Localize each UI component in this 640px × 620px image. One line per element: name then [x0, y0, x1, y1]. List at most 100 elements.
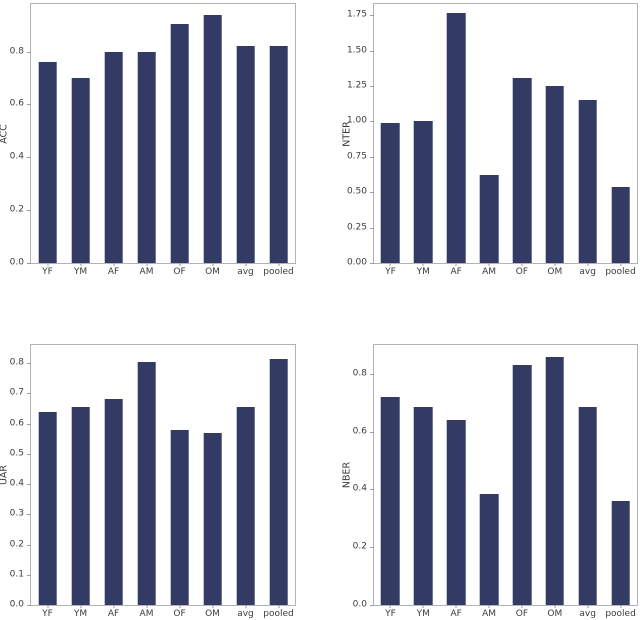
x-tick-mark: [146, 605, 147, 608]
y-tick-label: 0.50: [346, 186, 367, 197]
y-tick-label: 0.5: [9, 448, 24, 459]
bar-YF: [38, 411, 57, 605]
x-tick-label-YF: YF: [42, 609, 53, 619]
x-tick-label-YM: YM: [73, 267, 88, 277]
x-tick-label-avg: avg: [579, 609, 596, 619]
x-tick-label-YM: YM: [73, 609, 88, 619]
y-tick-mark: [27, 514, 31, 516]
x-tick-label-OF: OF: [173, 609, 186, 619]
x-tick-mark: [278, 605, 279, 608]
y-tick-mark: [370, 547, 374, 549]
y-tick-mark: [370, 15, 374, 17]
y-tick-label: 1.75: [346, 9, 367, 20]
x-tick-label-YF: YF: [42, 267, 53, 277]
x-tick-label-OF: OF: [515, 267, 529, 277]
x-tick-mark: [47, 605, 48, 608]
x-tick-mark: [245, 263, 246, 266]
x-tick-mark: [587, 605, 589, 608]
x-tick-mark: [47, 263, 48, 266]
x-tick-label-AF: AF: [450, 267, 462, 277]
x-tick-mark: [620, 605, 622, 608]
x-tick-label-OF: OF: [515, 609, 529, 619]
y-tick-label: 0.25: [346, 222, 367, 233]
y-tick-label: 0.2: [9, 539, 24, 550]
bar-OF: [512, 365, 532, 605]
y-tick-mark: [27, 574, 31, 576]
y-tick-label: 0.0: [9, 257, 24, 268]
x-tick-mark: [278, 263, 279, 266]
bar-avg: [578, 407, 597, 605]
y-tick-label: 1.00: [346, 115, 367, 126]
x-tick-mark: [422, 263, 424, 266]
x-tick-label-AF: AF: [107, 609, 120, 619]
y-tick-mark: [370, 50, 374, 52]
x-tick-mark: [179, 263, 180, 266]
bar-AM: [137, 361, 156, 605]
y-tick-mark: [370, 605, 374, 606]
bar-AM: [479, 175, 499, 263]
y-tick-mark: [370, 227, 374, 229]
x-tick-mark: [389, 605, 391, 608]
x-tick-mark: [146, 263, 147, 266]
subplot-acc: ACC 0.0 0.2 0.4 0.6 0.8 YF YM AF AM OF OM avg pooled: [0, 3, 296, 277]
y-tick-label: 1.50: [346, 45, 367, 56]
y-tick-label: 0.8: [9, 46, 24, 57]
y-tick-mark: [27, 393, 31, 395]
x-tick-label-OF: OF: [173, 267, 186, 277]
x-tick-mark: [212, 605, 213, 608]
bar-avg: [578, 99, 597, 263]
bar-YF: [381, 397, 400, 605]
bar-OF: [512, 77, 532, 263]
y-tick-mark: [27, 544, 31, 546]
x-tick-label-YF: YF: [385, 267, 396, 277]
bar-YM: [414, 407, 433, 605]
y-axis-label-nber: NBER: [341, 461, 353, 489]
y-tick-mark: [27, 423, 31, 425]
x-tick-mark: [179, 605, 180, 608]
x-tick-mark: [113, 605, 114, 608]
bar-OM: [203, 14, 222, 263]
bar-OM: [203, 432, 222, 605]
y-tick-label: 0.2: [9, 204, 24, 215]
x-tick-label-avg: avg: [237, 267, 254, 277]
x-tick-mark: [521, 605, 523, 608]
y-tick-mark: [370, 373, 374, 375]
y-tick-label: 0.0: [9, 599, 24, 610]
x-tick-mark: [422, 605, 424, 608]
x-tick-mark: [620, 263, 622, 266]
subplot-nber: NBER 0.0 0.2 0.4 0.6 0.8 YF YM AF AM OF OM avg pooled: [341, 344, 638, 619]
x-tick-label-AM: AM: [139, 267, 154, 277]
x-tick-mark: [80, 263, 81, 266]
y-tick-mark: [27, 484, 31, 486]
x-tick-mark: [521, 263, 523, 266]
y-tick-label: 0.1: [9, 569, 24, 580]
y-tick-mark: [27, 51, 31, 53]
x-tick-mark: [488, 605, 490, 608]
x-tick-label-OM: OM: [205, 267, 220, 277]
bar-AM: [137, 51, 156, 263]
x-tick-mark: [488, 263, 490, 266]
y-tick-mark: [370, 489, 374, 491]
y-tick-label: 0.75: [346, 151, 367, 162]
y-tick-label: 0.6: [352, 426, 367, 437]
bar-pooled: [611, 186, 630, 263]
bar-avg: [236, 406, 255, 605]
bar-OF: [170, 23, 189, 263]
y-tick-mark: [27, 363, 31, 365]
x-tick-label-pooled: pooled: [263, 609, 294, 619]
y-tick-label: 0.8: [9, 357, 24, 368]
x-tick-label-YM: YM: [416, 267, 430, 277]
x-tick-mark: [80, 605, 81, 608]
y-tick-mark: [370, 86, 374, 88]
x-tick-mark: [113, 263, 114, 266]
y-tick-mark: [27, 263, 31, 264]
y-tick-label: 0.4: [9, 478, 24, 489]
y-tick-mark: [370, 192, 374, 194]
y-tick-label: 0.7: [9, 387, 24, 398]
bar-OM: [545, 356, 565, 605]
bar-pooled: [269, 46, 288, 263]
y-tick-label: 0.6: [9, 98, 24, 109]
y-axis-label-uar: UAR: [0, 464, 10, 486]
bar-AF: [446, 420, 466, 605]
